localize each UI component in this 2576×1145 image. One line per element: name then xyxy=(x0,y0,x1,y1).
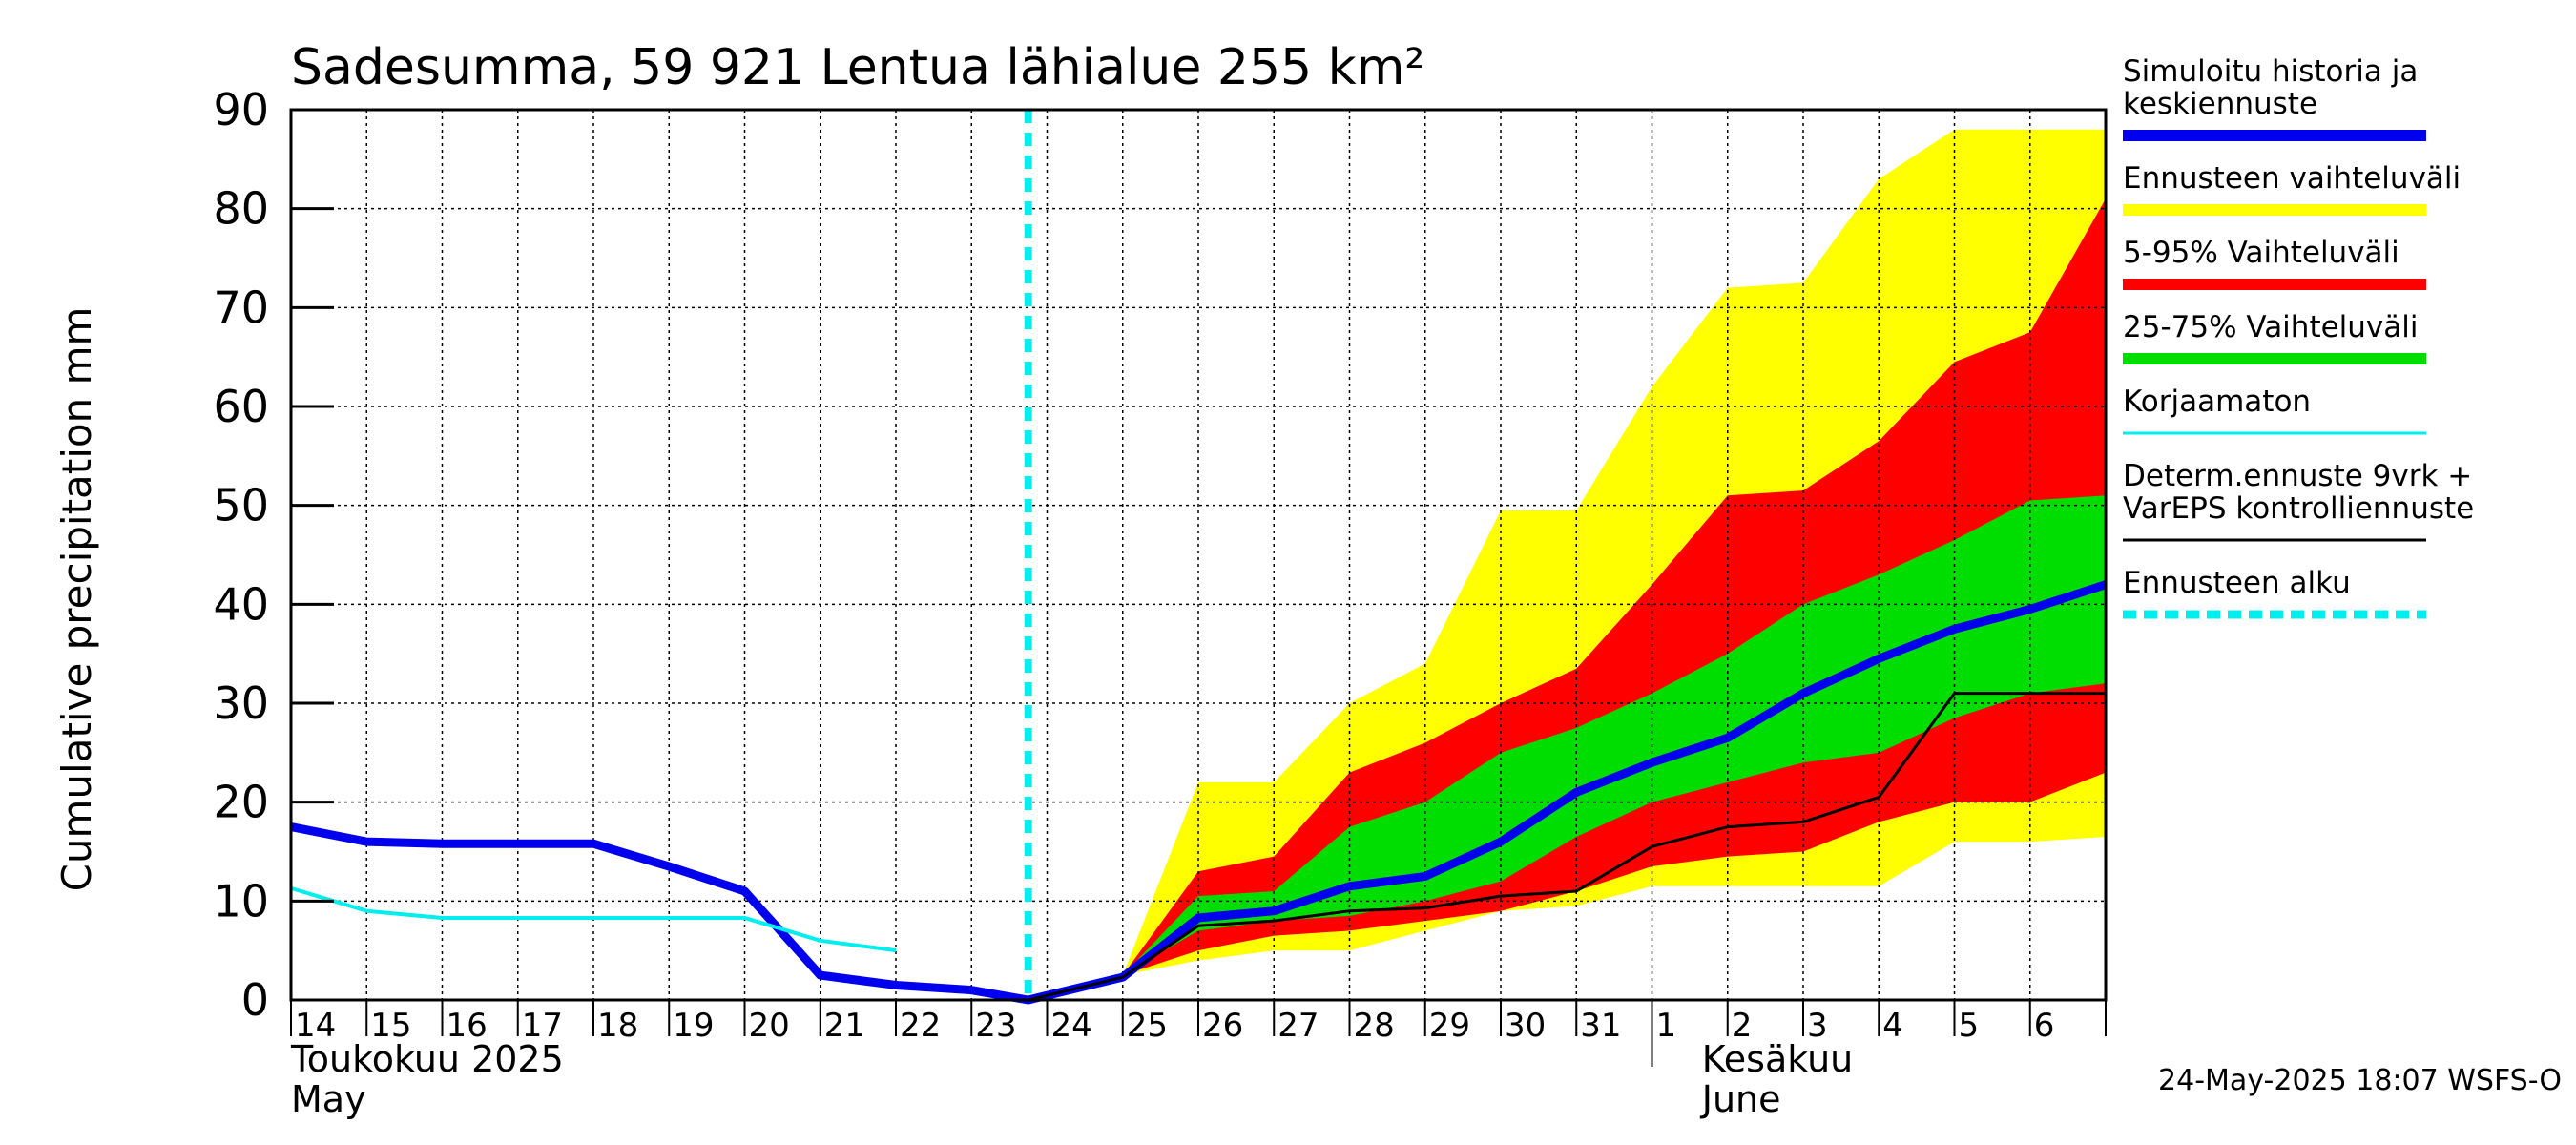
x-tick-label: 27 xyxy=(1278,1007,1319,1045)
y-axis-label: Cumulative precipitation mm xyxy=(53,307,100,892)
timestamp: 24-May-2025 18:07 WSFS-O xyxy=(2158,1064,2562,1097)
y-tick-label: 40 xyxy=(213,578,269,630)
chart-title: Sadesumma, 59 921 Lentua lähialue 255 km… xyxy=(291,39,1424,96)
forecast-bands xyxy=(1028,129,2106,1001)
x-tick-label: 3 xyxy=(1807,1007,1828,1045)
x-tick-label: 19 xyxy=(673,1007,714,1045)
x-tick-label: 2 xyxy=(1732,1007,1753,1045)
y-tick-label: 80 xyxy=(213,183,269,235)
x-tick-label: 4 xyxy=(1882,1007,1903,1045)
x-tick-label: 16 xyxy=(447,1007,488,1045)
y-tick-label: 60 xyxy=(213,381,269,432)
y-tick-label: 20 xyxy=(213,777,269,828)
legend-label-5: Determ.ennuste 9vrk + xyxy=(2123,459,2472,493)
y-tick-label: 10 xyxy=(213,875,269,926)
x-tick-label: 1 xyxy=(1656,1007,1677,1045)
x-tick-label: 5 xyxy=(1959,1007,1980,1045)
legend-label-4: Korjaamaton xyxy=(2123,385,2311,419)
legend-label-3: 25-75% Vaihteluväli xyxy=(2123,310,2419,344)
x-tick-label: 22 xyxy=(900,1007,941,1045)
legend-label-0: keskiennuste xyxy=(2123,87,2317,121)
legend-label-5: VarEPS kontrolliennuste xyxy=(2123,491,2474,526)
month-label-2: Kesäkuu xyxy=(1702,1038,1854,1080)
x-tick-label: 6 xyxy=(2034,1007,2055,1045)
x-tick-label: 20 xyxy=(749,1007,790,1045)
y-tick-label: 70 xyxy=(213,281,269,333)
x-tick-label: 30 xyxy=(1505,1007,1546,1045)
x-tick-label: 21 xyxy=(824,1007,865,1045)
series-line-0 xyxy=(290,580,2108,1005)
x-tick-label: 23 xyxy=(975,1007,1016,1045)
grid-lines xyxy=(291,109,2106,1000)
series-line-2 xyxy=(1028,692,2106,1002)
legend-label-2: 5-95% Vaihteluväli xyxy=(2123,236,2399,270)
y-tick-label: 90 xyxy=(213,84,269,135)
x-tick-label: 31 xyxy=(1580,1007,1621,1045)
series-line-1 xyxy=(290,885,897,953)
series-lines xyxy=(290,110,2108,1005)
month-label-3: June xyxy=(1700,1078,1781,1120)
x-tick-label: 18 xyxy=(597,1007,638,1045)
x-tick-label: 15 xyxy=(370,1007,411,1045)
band-1 xyxy=(1028,198,2106,1001)
x-tick-label: 26 xyxy=(1202,1007,1243,1045)
month-label-0: Toukokuu 2025 xyxy=(290,1038,564,1080)
x-tick-label: 25 xyxy=(1127,1007,1168,1045)
legend-label-6: Ennusteen alku xyxy=(2123,566,2351,600)
y-tick-label: 30 xyxy=(213,677,269,729)
month-label-1: May xyxy=(291,1078,366,1120)
y-tick-label: 50 xyxy=(213,480,269,531)
x-tick-label: 28 xyxy=(1354,1007,1395,1045)
legend-label-0: Simuloitu historia ja xyxy=(2123,54,2418,89)
band-2 xyxy=(1028,495,2106,1000)
x-tick-label: 17 xyxy=(522,1007,563,1045)
x-tick-label: 24 xyxy=(1051,1007,1092,1045)
x-tick-label: 14 xyxy=(295,1007,336,1045)
x-tick-label: 29 xyxy=(1429,1007,1470,1045)
y-tick-label: 0 xyxy=(241,974,269,1026)
legend-label-1: Ennusteen vaihteluväli xyxy=(2123,161,2461,196)
